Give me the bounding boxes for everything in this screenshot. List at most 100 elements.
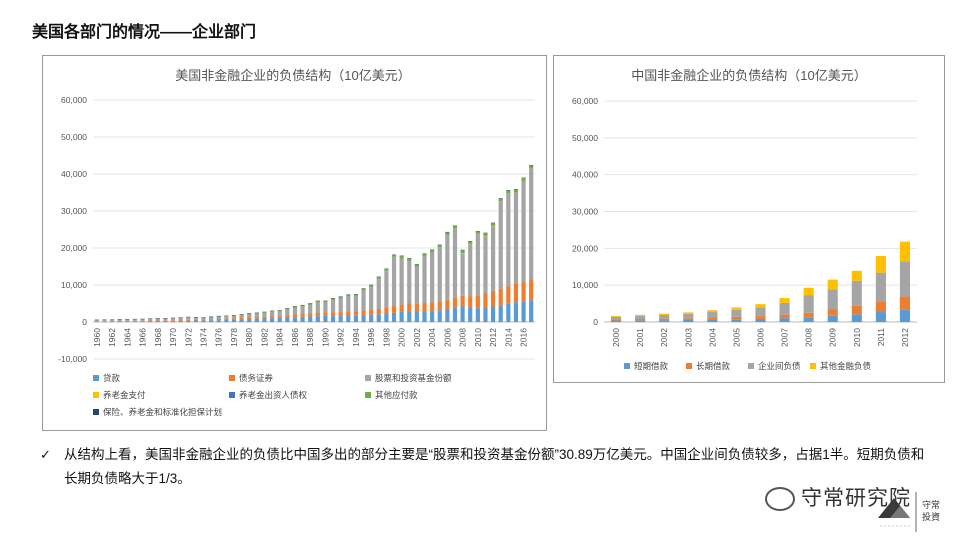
us-bar-segment xyxy=(300,305,305,307)
us-bar-segment xyxy=(529,279,534,301)
us-legend-label: 贷款 xyxy=(103,373,121,383)
us-legend-label: 保险、养老金和标准化担保计划 xyxy=(103,407,222,417)
us-bar-segment xyxy=(209,320,214,322)
cn-y-tick-label: 20,000 xyxy=(572,243,598,253)
cn-bar-segment xyxy=(827,289,838,310)
us-bar-segment xyxy=(407,258,412,261)
cn-bar-segment xyxy=(875,312,886,322)
us-legend-swatch xyxy=(93,375,99,381)
us-bar-segment xyxy=(247,314,252,318)
cn-bar-segment xyxy=(731,309,742,317)
us-bar-segment xyxy=(140,319,145,321)
us-bar-segment xyxy=(513,189,519,193)
us-bar-segment xyxy=(94,320,99,322)
cn-x-tick-label: 2003 xyxy=(683,328,693,347)
us-bar-segment xyxy=(216,320,221,322)
us-bar-segment xyxy=(414,267,419,304)
us-legend-label: 股票和投资基金份额 xyxy=(375,373,452,383)
us-bar-segment xyxy=(277,310,282,312)
us-bar-segment xyxy=(216,316,221,320)
us-bar-segment xyxy=(300,306,305,314)
cn-bar-segment xyxy=(875,301,886,313)
us-x-tick-label: 1992 xyxy=(336,328,346,347)
us-bar-segment xyxy=(254,318,259,322)
us-x-tick-label: 1968 xyxy=(153,328,163,347)
us-bar-segment xyxy=(468,296,473,308)
us-bar-segment xyxy=(323,302,328,313)
us-x-tick-label: 1998 xyxy=(381,328,391,347)
us-bar-segment xyxy=(186,317,191,320)
us-bar-segment xyxy=(475,234,480,296)
us-bar-segment xyxy=(399,304,404,312)
us-bar-segment xyxy=(193,319,198,321)
cn-bar-segment xyxy=(779,318,790,322)
cn-bar-segment xyxy=(779,298,790,303)
us-bar-segment xyxy=(323,312,328,316)
us-bar-segment xyxy=(109,321,115,322)
us-bar-segment xyxy=(483,232,488,236)
us-bar-segment xyxy=(422,311,427,322)
us-bar-segment xyxy=(285,309,290,316)
us-x-tick-label: 1978 xyxy=(229,328,239,347)
us-bar-segment xyxy=(262,318,267,322)
cn-bar-segment xyxy=(683,312,694,314)
us-bar-segment xyxy=(102,319,107,322)
cn-x-tick-label: 2001 xyxy=(635,328,645,347)
cn-bar-segment xyxy=(779,302,790,315)
cn-bar-segment xyxy=(851,270,862,281)
us-bar-segment xyxy=(521,177,526,181)
cn-bar-segment xyxy=(803,317,814,322)
us-bar-segment xyxy=(239,317,244,320)
cn-bar-segment xyxy=(683,319,694,322)
us-bar-segment xyxy=(422,256,427,303)
us-bar-segment xyxy=(308,303,313,305)
us-x-tick-label: 1996 xyxy=(366,328,376,347)
us-bar-segment xyxy=(201,320,206,322)
us-bar-segment xyxy=(468,244,473,297)
us-bar-segment xyxy=(125,319,130,321)
cn-y-tick-label: 10,000 xyxy=(572,280,598,290)
us-bar-segment xyxy=(475,295,480,309)
us-x-tick-label: 2016 xyxy=(519,328,529,347)
china-chart-panel: 中国非金融企业的负债结构（10亿美元） 0 10,000 20,000 30,000 40… xyxy=(553,55,945,383)
us-bar-segment xyxy=(407,311,412,322)
cn-x-tick-label: 2005 xyxy=(731,328,741,347)
us-x-tick-label: 1964 xyxy=(122,328,132,347)
cn-bar-segment xyxy=(659,318,670,321)
us-bar-segment xyxy=(513,283,519,303)
us-bar-segment xyxy=(216,319,221,321)
us-y-tick-label: 20,000 xyxy=(61,243,87,253)
brand-logo: 守常 投資 xyxy=(878,492,940,532)
us-bar-segment xyxy=(163,320,168,321)
us-bar-segment xyxy=(422,302,427,312)
us-bar-segment xyxy=(254,317,259,319)
footnote: ✓ 从结构上看，美国非金融企业的负债比中国多出的部分主要是“股票和投资基金份额”… xyxy=(40,443,937,491)
us-bar-segment xyxy=(330,299,336,313)
us-bar-segment xyxy=(361,288,366,291)
us-bar-segment xyxy=(430,249,435,253)
cn-bar-segment xyxy=(755,304,766,308)
china-liability-chart: 中国非金融企业的负债结构（10亿美元） 0 10,000 20,000 30,000 40… xyxy=(572,68,917,371)
cn-chart-title: 中国非金融企业的负债结构（10亿美元） xyxy=(631,68,866,83)
us-bar-segment xyxy=(323,315,328,322)
us-bar-segment xyxy=(369,287,374,310)
cn-bar-segment xyxy=(635,319,646,321)
cn-bar-segment xyxy=(755,307,766,317)
us-x-tick-label: 1976 xyxy=(214,328,224,347)
logo-brand-text: 投資 xyxy=(922,511,940,523)
us-bar-segment xyxy=(292,317,298,322)
us-bar-segment xyxy=(346,294,351,297)
cn-legend-swatch xyxy=(748,363,754,369)
us-bar-segment xyxy=(529,168,534,280)
cn-bar-segment xyxy=(851,314,862,322)
us-bar-segment xyxy=(315,312,320,317)
us-bar-segment xyxy=(163,320,168,322)
us-bar-segment xyxy=(178,320,183,321)
us-bar-segment xyxy=(452,228,458,298)
cn-bar-segment xyxy=(851,305,862,315)
cn-legend-label: 企业间负债 xyxy=(758,361,801,371)
us-bar-segment xyxy=(490,226,496,291)
cn-legend-swatch xyxy=(686,363,692,369)
us-bar-segment xyxy=(277,317,282,322)
us-bar-segment xyxy=(94,321,99,322)
